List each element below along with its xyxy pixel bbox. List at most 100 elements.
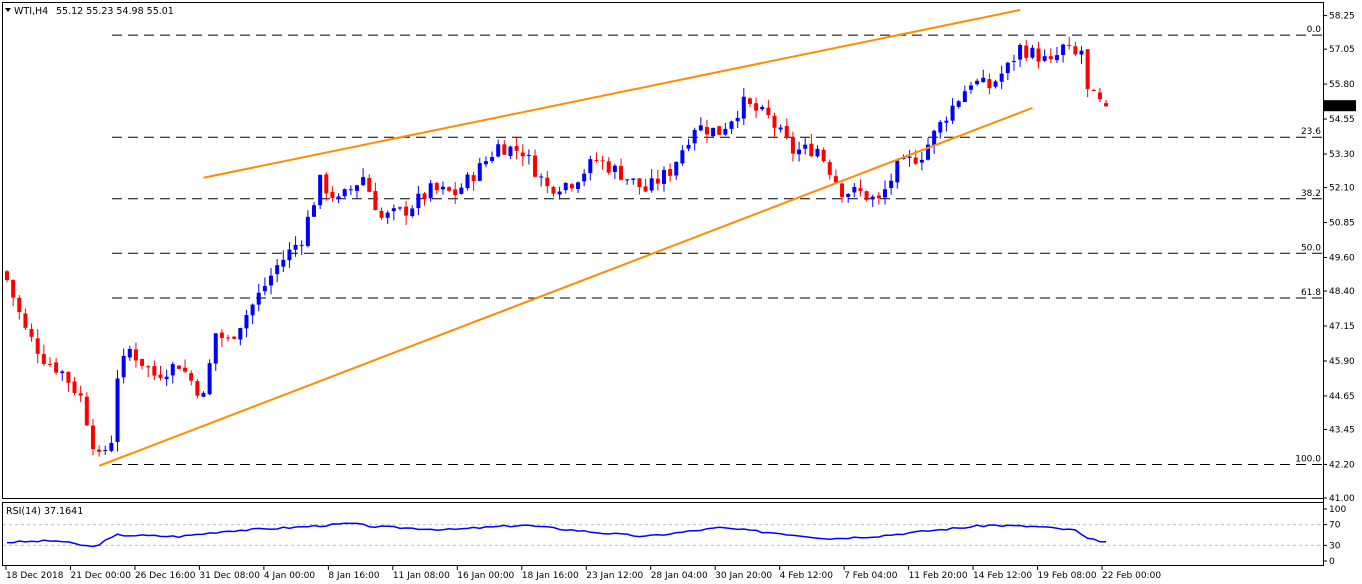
candle (146, 365, 151, 378)
candle (926, 138, 930, 161)
candle (189, 370, 194, 386)
fib-level-label: 50.0 (1301, 243, 1321, 253)
candle (631, 178, 636, 185)
candle (1011, 54, 1016, 71)
candle (600, 155, 605, 170)
candle (354, 184, 359, 199)
candle (195, 378, 200, 399)
candle (84, 392, 89, 427)
candle (876, 191, 881, 205)
candle (803, 137, 808, 155)
candle (846, 193, 851, 203)
candle (606, 157, 611, 175)
candle (324, 172, 329, 201)
candle (950, 98, 955, 125)
candle (385, 210, 390, 224)
candle (238, 327, 243, 346)
candle (103, 445, 108, 456)
candle (993, 79, 998, 89)
price-tick-label: 42.20 (1329, 460, 1355, 470)
price-tick-label: 58.25 (1329, 12, 1355, 22)
candle (262, 277, 267, 296)
candle (90, 418, 95, 456)
candle (1042, 49, 1047, 63)
candle (594, 152, 599, 163)
candle (250, 303, 255, 325)
candle (226, 334, 231, 342)
candle (490, 151, 495, 164)
candle (1018, 43, 1023, 67)
candle (704, 119, 709, 143)
candle (158, 365, 163, 381)
rsi-tick-label: 100 (1329, 505, 1346, 515)
candle (416, 185, 421, 216)
candle (391, 204, 396, 221)
trendline-lower[interactable] (98, 106, 1033, 467)
candle (1085, 48, 1090, 98)
candle (735, 110, 740, 129)
time-tick-label: 30 Jan 20:00 (715, 571, 772, 581)
candle (809, 133, 814, 158)
candle (840, 182, 845, 203)
candle (275, 258, 280, 283)
candle (312, 202, 316, 217)
candle (29, 323, 34, 342)
candle (741, 88, 746, 126)
candle (293, 236, 298, 257)
candle (999, 65, 1004, 90)
candle (619, 158, 623, 181)
candle (772, 112, 777, 137)
candle (1005, 61, 1010, 81)
time-tick-label: 4 Jan 00:00 (264, 571, 316, 581)
trendline-upper[interactable] (203, 9, 1021, 179)
candle (78, 385, 83, 403)
candle (784, 118, 789, 140)
candle (121, 348, 126, 384)
candle (889, 173, 894, 195)
candle (1036, 42, 1041, 69)
candle (422, 192, 427, 206)
time-tick-label: 31 Dec 08:00 (199, 571, 260, 581)
candle (201, 391, 206, 397)
candle (1054, 46, 1059, 63)
time-tick-label: 11 Jan 08:00 (393, 571, 450, 581)
candle (41, 344, 46, 366)
candle (723, 122, 728, 136)
price-tick-label: 53.30 (1329, 150, 1355, 160)
candle (778, 124, 783, 133)
time-tick-label: 18 Jan 16:00 (522, 571, 579, 581)
candle (170, 361, 175, 384)
price-tick-label: 45.90 (1329, 357, 1355, 367)
candle (526, 149, 531, 165)
time-tick-label: 16 Jan 00:00 (457, 571, 514, 581)
candle (11, 279, 16, 307)
current-price-tag: 55.01 (1324, 100, 1356, 112)
candle (397, 206, 402, 211)
candle (766, 99, 771, 119)
candle (968, 82, 973, 94)
candle (754, 97, 759, 119)
candle (551, 185, 556, 197)
candle (152, 360, 157, 381)
candle (219, 329, 224, 348)
candle (569, 182, 574, 192)
candle (649, 169, 654, 193)
candle (833, 169, 838, 185)
candle (576, 181, 581, 194)
candle (938, 120, 943, 139)
candle (287, 242, 292, 268)
candle (852, 183, 857, 198)
candle (1030, 44, 1035, 60)
time-tick-label: 28 Jan 04:00 (651, 571, 708, 581)
candle (447, 186, 452, 193)
price-tick-label: 43.45 (1329, 425, 1355, 435)
price-tick-label: 54.55 (1329, 115, 1355, 125)
price-tick-label: 49.60 (1329, 253, 1355, 263)
candle (661, 166, 666, 192)
candle (582, 169, 587, 187)
candle (643, 178, 648, 193)
dropdown-triangle-icon[interactable] (5, 8, 11, 12)
candle (858, 179, 863, 197)
candle (815, 145, 820, 158)
time-tick-label: 19 Feb 08:00 (1038, 571, 1097, 581)
